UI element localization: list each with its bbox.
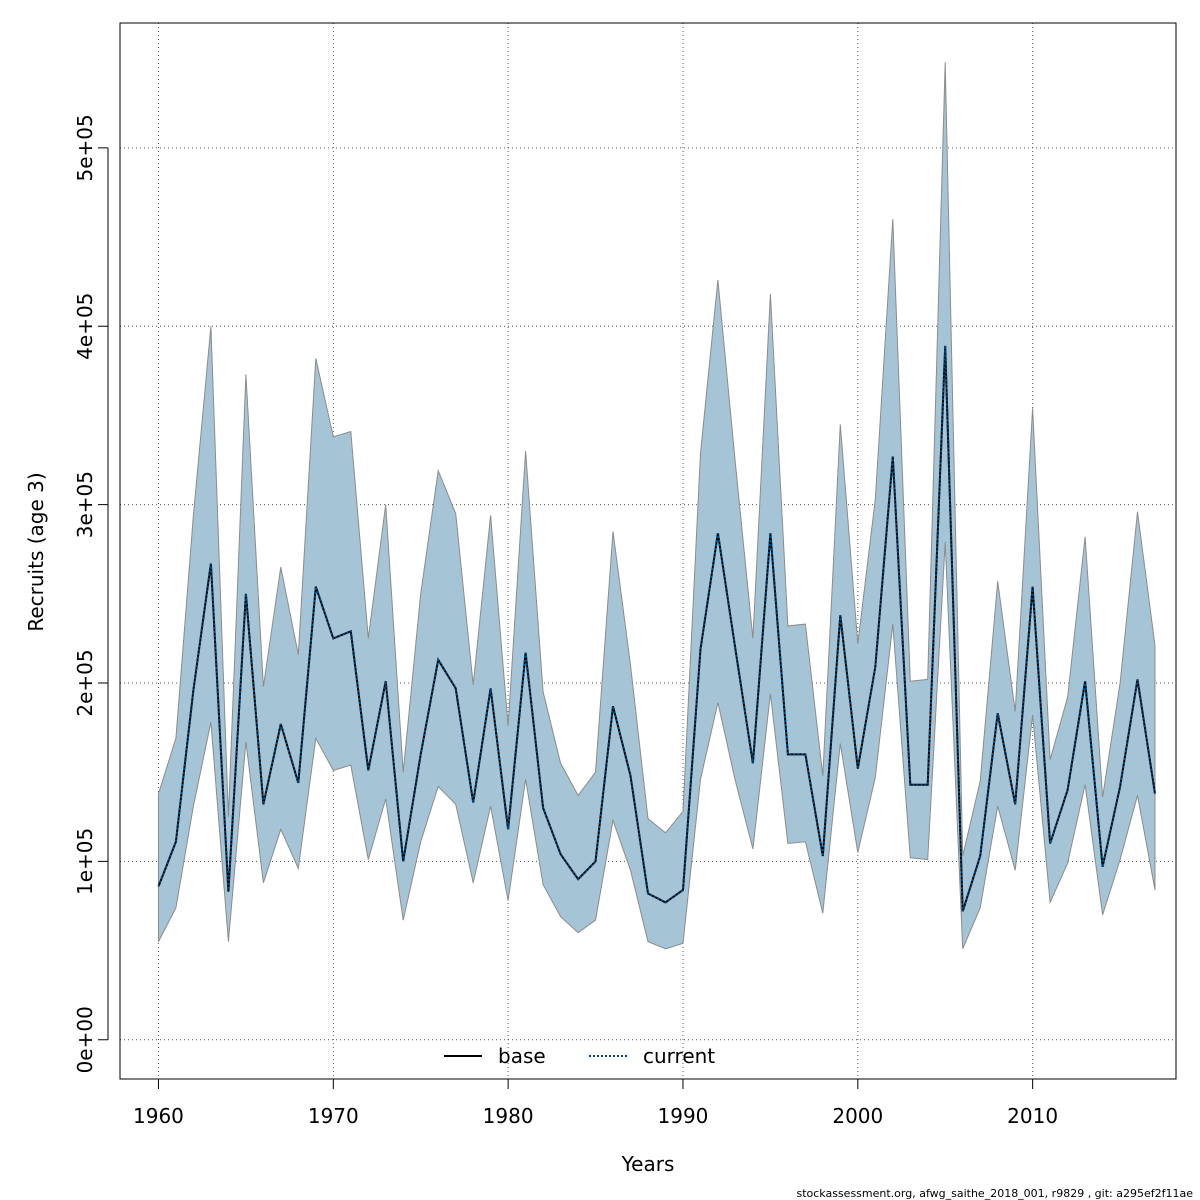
y-tick-label: 2e+05 bbox=[73, 649, 97, 716]
footer-credit: stockassessment.org, afwg_saithe_2018_00… bbox=[796, 1187, 1193, 1200]
confidence-band-area bbox=[158, 62, 1156, 950]
x-tick-label: 2010 bbox=[1007, 1104, 1058, 1128]
x-tick-label: 1990 bbox=[658, 1104, 709, 1128]
x-tick-label: 1980 bbox=[483, 1104, 534, 1128]
y-tick-label: 5e+05 bbox=[73, 114, 97, 181]
y-axis: 0e+00 1e+05 2e+05 3e+05 4e+05 5e+05 bbox=[73, 114, 109, 1073]
y-axis-title: Recruits (age 3) bbox=[24, 472, 48, 631]
x-tick-label: 2000 bbox=[832, 1104, 883, 1128]
legend-label-base: base bbox=[498, 1044, 546, 1068]
series-line-base bbox=[157, 345, 1156, 912]
x-tick-label: 1960 bbox=[133, 1104, 184, 1128]
y-tick-label: 3e+05 bbox=[73, 471, 97, 538]
y-tick-label: 0e+00 bbox=[73, 1006, 97, 1073]
confidence-band bbox=[158, 62, 1156, 950]
legend-label-current: current bbox=[643, 1044, 715, 1068]
y-tick-label: 4e+05 bbox=[73, 293, 97, 360]
x-axis-title: Years bbox=[621, 1152, 675, 1176]
x-axis: 1960 1970 1980 1990 2000 2010 bbox=[133, 1078, 1058, 1128]
series-lines bbox=[157, 345, 1156, 912]
y-tick-label: 1e+05 bbox=[73, 828, 97, 895]
x-tick-label: 1970 bbox=[308, 1104, 359, 1128]
legend: base current bbox=[444, 1044, 715, 1068]
